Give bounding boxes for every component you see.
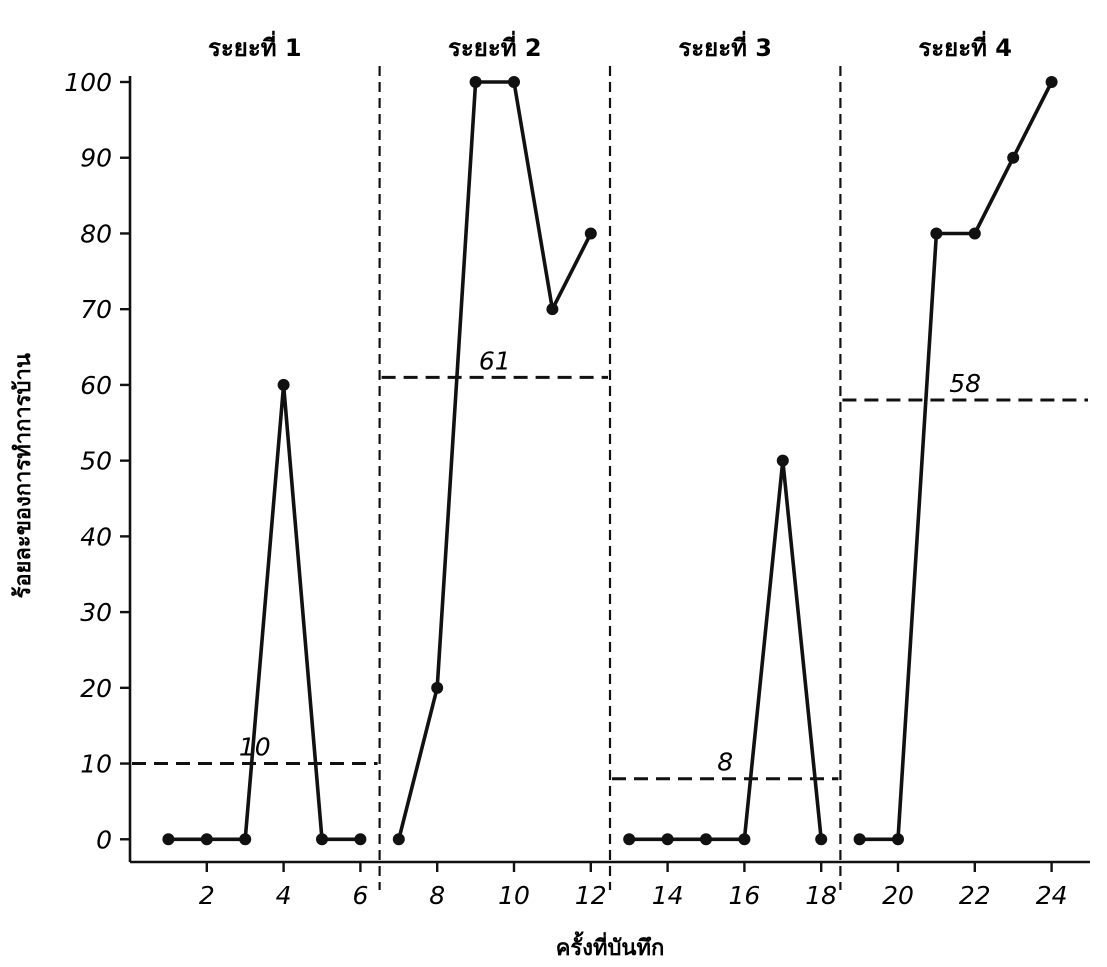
phase-titles: ระยะที่ 1 ระยะที่ 2 ระยะที่ 3 ระยะที่ 4 — [208, 30, 1012, 62]
x-axis: 2 4 6 8 10 12 14 16 18 20 22 24 — [130, 860, 1090, 910]
data-point — [354, 833, 367, 846]
phase-title: ระยะที่ 2 — [448, 30, 542, 62]
y-tick-label: 10 — [80, 750, 112, 779]
data-point — [700, 833, 712, 846]
y-tick-label: 100 — [64, 68, 112, 97]
x-tick-label: 20 — [882, 881, 914, 910]
data-point — [853, 833, 866, 846]
phase-title: ระยะที่ 1 — [208, 30, 302, 62]
data-series — [162, 76, 1058, 846]
data-point — [316, 833, 328, 846]
data-point — [162, 833, 175, 846]
data-point — [277, 378, 290, 391]
data-point — [508, 76, 520, 88]
series-line — [166, 383, 363, 842]
data-point — [546, 303, 559, 316]
y-tick-label: 60 — [80, 371, 112, 400]
data-point — [200, 833, 213, 846]
phase-title: ระยะที่ 3 — [678, 30, 772, 62]
y-tick-label: 70 — [80, 295, 112, 324]
data-point — [623, 833, 636, 846]
phase-mean-label: 8 — [717, 748, 733, 777]
y-tick-label: 20 — [80, 674, 112, 703]
x-tick-label: 4 — [276, 881, 292, 910]
data-point — [892, 833, 904, 846]
x-tick-label: 12 — [575, 881, 607, 910]
y-tick-label: 0 — [96, 825, 112, 854]
data-point — [1045, 76, 1058, 88]
x-axis-title: ครั้งที่บันทึก — [556, 931, 665, 961]
data-point — [431, 681, 444, 694]
y-axis-title: ร้อยละของการทำการบ้าน — [11, 353, 36, 598]
x-tick-label: 18 — [805, 881, 837, 910]
x-tick-label: 8 — [429, 881, 445, 910]
data-point — [776, 454, 789, 467]
data-point — [239, 833, 252, 846]
phase-mean-label: 61 — [479, 346, 511, 375]
data-point — [738, 833, 751, 846]
y-tick-label: 90 — [80, 144, 112, 173]
x-tick-label: 10 — [498, 881, 530, 910]
y-tick-label: 40 — [80, 522, 112, 551]
data-point — [661, 833, 674, 846]
series-line — [627, 458, 824, 842]
y-tick-label: 30 — [80, 598, 112, 627]
phase-mean-label: 58 — [949, 369, 981, 398]
x-tick-label: 16 — [728, 881, 760, 910]
data-point — [930, 227, 943, 240]
data-point — [584, 227, 597, 240]
data-point — [968, 227, 981, 240]
series-line — [857, 80, 1054, 842]
phase-dividers — [378, 66, 842, 890]
data-point — [815, 833, 828, 846]
phase-title: ระยะที่ 4 — [918, 30, 1012, 62]
x-tick-label: 14 — [652, 881, 684, 910]
data-point — [392, 833, 405, 846]
x-tick-label: 24 — [1036, 881, 1068, 910]
y-axis: 0 10 20 30 40 50 60 70 80 90 100 — [64, 68, 132, 862]
x-tick-label: 6 — [352, 881, 368, 910]
series-line — [396, 80, 593, 842]
y-tick-label: 80 — [80, 219, 112, 248]
data-point — [1007, 151, 1020, 164]
x-tick-label: 22 — [959, 881, 991, 910]
x-tick-label: 2 — [199, 881, 215, 910]
y-tick-label: 50 — [80, 447, 112, 476]
data-point — [469, 76, 482, 88]
